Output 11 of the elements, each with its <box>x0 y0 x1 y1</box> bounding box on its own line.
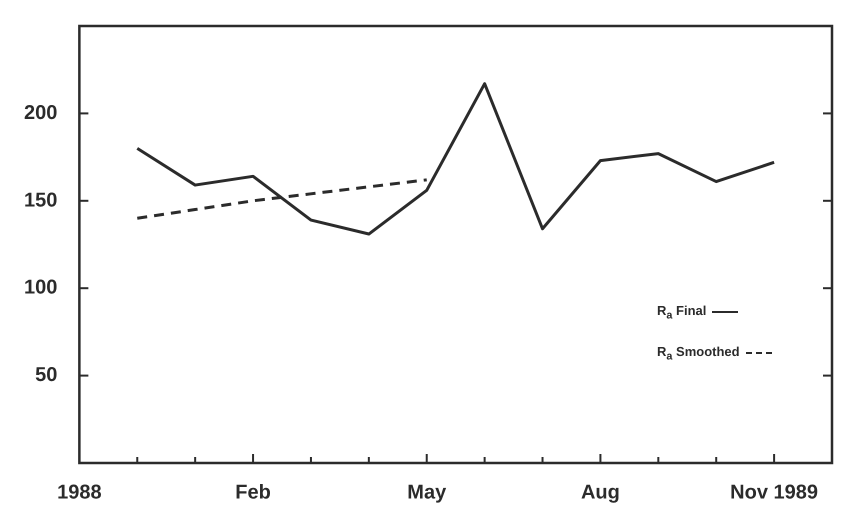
x-tick-label: Aug <box>580 482 620 504</box>
legend-label: R$_{a}$ Smoothed <box>657 344 740 362</box>
y-tick-label: 150 <box>24 189 58 212</box>
x-tick-label: Nov 1989 <box>730 482 818 504</box>
x-tick-label: 1988 <box>57 482 102 504</box>
y-tick-label: 100 <box>24 276 58 299</box>
x-tick-label: May <box>407 482 448 504</box>
x-tick-label: Feb <box>235 482 271 504</box>
y-tick-label: 50 <box>35 364 58 386</box>
legend-label: R$_{a}$ Final <box>657 303 706 322</box>
y-tick-label: 200 <box>24 102 58 124</box>
